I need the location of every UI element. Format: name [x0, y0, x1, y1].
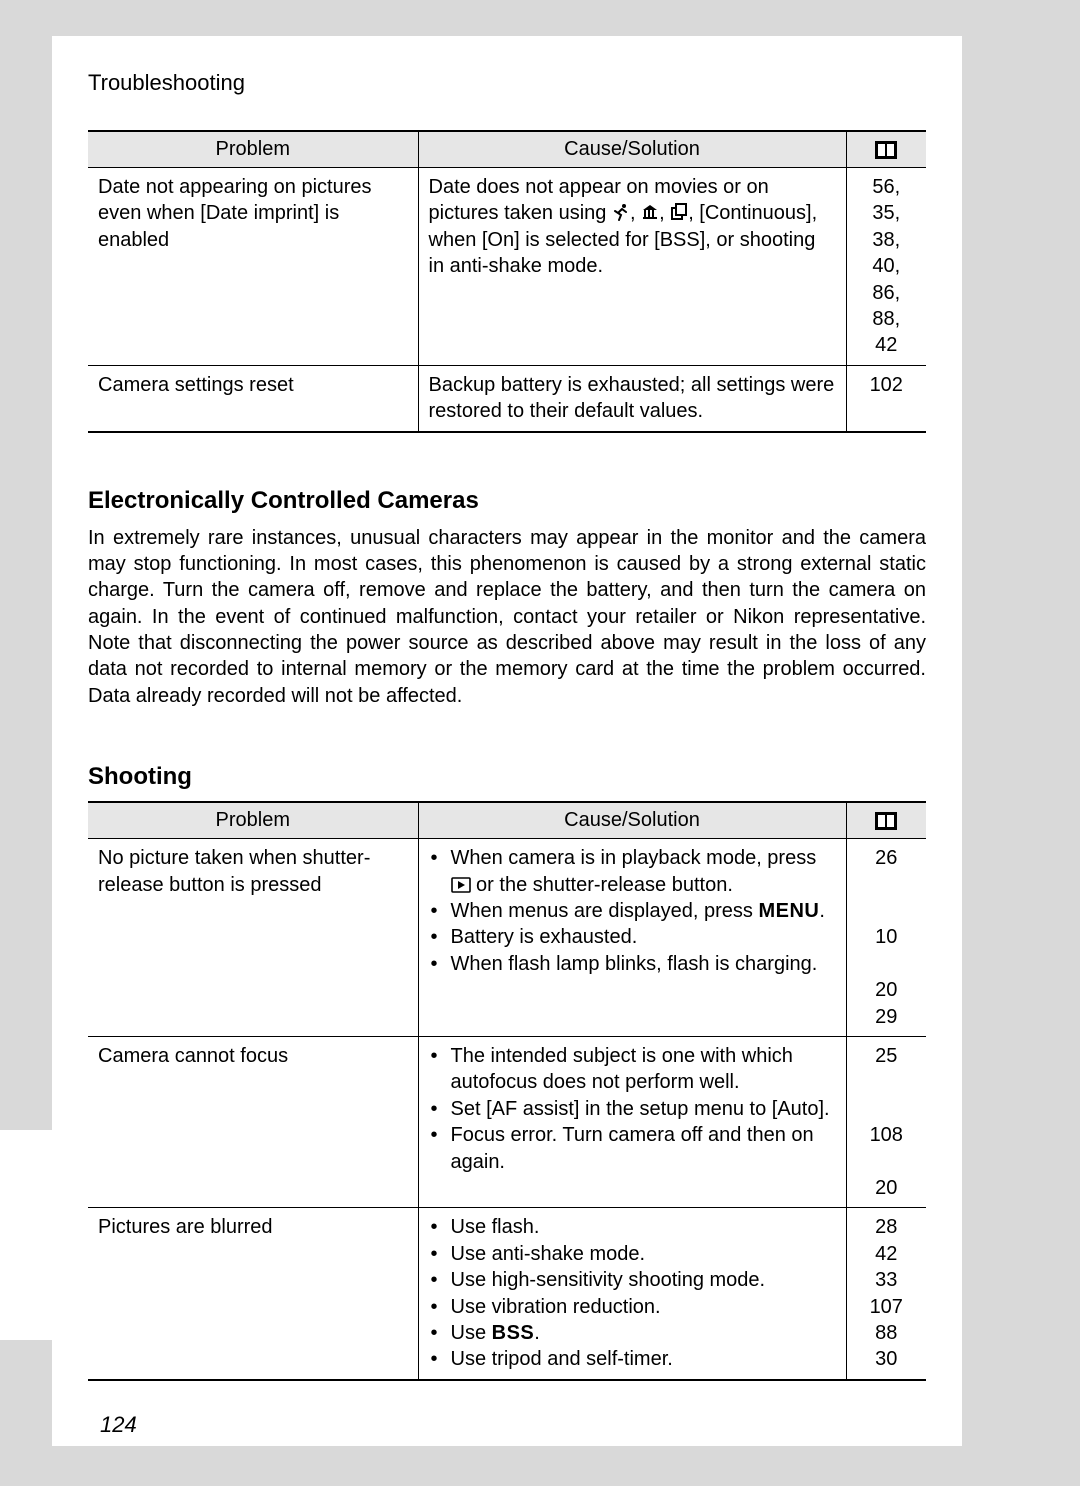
ref-value: 42 [857, 332, 917, 358]
bullet-text: or the shutter-release button. [471, 874, 733, 896]
cell-ref: 25 108 20 [846, 1036, 926, 1207]
ref-spacer [857, 872, 917, 898]
ref-value: 20 [857, 977, 917, 1003]
page-body: Troubleshooting Problem Cause/Solution D… [52, 36, 962, 1446]
ref-spacer [857, 951, 917, 977]
cell-problem: Date not appearing on pictures even when… [88, 168, 418, 366]
heading-shooting: Shooting [88, 763, 926, 791]
table-row: No picture taken when shutter-release bu… [88, 839, 926, 1037]
table-row: Camera cannot focus The intended subject… [88, 1036, 926, 1207]
cell-ref: 28 42 33 107 88 30 [846, 1208, 926, 1380]
bullet-text: When camera is in playback mode, press [451, 847, 817, 869]
sep: , [630, 202, 641, 224]
play-boxed-icon [451, 877, 471, 893]
book-icon [875, 141, 897, 159]
ref-value: 30 [857, 1346, 917, 1372]
bullet-text: When menus are displayed, press [451, 900, 759, 922]
col-header-ref-icon [846, 131, 926, 168]
ref-value: 42 [857, 1241, 917, 1267]
list-item: Use vibration reduction. [429, 1294, 836, 1320]
body-ecc: In extremely rare instances, unusual cha… [88, 525, 926, 710]
list-item: Set [AF assist] in the setup menu to [Au… [429, 1096, 836, 1122]
cell-problem: No picture taken when shutter-release bu… [88, 839, 418, 1037]
ref-value: 107 [857, 1294, 917, 1320]
list-item: Use BSS. [429, 1320, 836, 1346]
bullet-text: Use [451, 1322, 492, 1344]
bullet-text: . [534, 1322, 540, 1344]
cell-problem: Camera settings reset [88, 365, 418, 431]
bss-label: BSS [492, 1322, 535, 1344]
list-item: Use tripod and self-timer. [429, 1346, 836, 1372]
ref-value: 108 [857, 1122, 917, 1148]
list-item: Focus error. Turn camera off and then on… [429, 1122, 836, 1175]
cell-cause: Use flash. Use anti-shake mode. Use high… [418, 1208, 846, 1380]
page-number: 124 [100, 1412, 137, 1438]
ref-value: 88 [857, 1320, 917, 1346]
ref-value: 26 [857, 845, 917, 871]
ref-value: 28 [857, 1214, 917, 1240]
col-header-cause: Cause/Solution [418, 802, 846, 839]
list-item: When camera is in playback mode, press o… [429, 845, 836, 898]
list-item: Use high-sensitivity shooting mode. [429, 1267, 836, 1293]
ref-value: 25 [857, 1043, 917, 1069]
page-title: Troubleshooting [88, 70, 926, 96]
museum-icon [641, 203, 659, 221]
table-row: Date not appearing on pictures even when… [88, 168, 926, 366]
cell-ref: 102 [846, 365, 926, 431]
ref-value: 102 [857, 372, 917, 398]
bullet-text: . [819, 900, 825, 922]
sep: , [659, 202, 670, 224]
cell-cause: Date does not appear on movies or on pic… [418, 168, 846, 366]
table-row: Pictures are blurred Use flash. Use anti… [88, 1208, 926, 1380]
ref-spacer [857, 1096, 917, 1122]
ref-value: 20 [857, 1175, 917, 1201]
cell-problem: Camera cannot focus [88, 1036, 418, 1207]
troubleshoot-table-2: Problem Cause/Solution No picture taken … [88, 801, 926, 1380]
list-item: Use flash. [429, 1214, 836, 1240]
cell-cause: When camera is in playback mode, press o… [418, 839, 846, 1037]
running-icon [612, 203, 630, 221]
col-header-problem: Problem [88, 802, 418, 839]
cell-ref: 56, 35, 38, 40, 86, 88, 42 [846, 168, 926, 366]
col-header-cause: Cause/Solution [418, 131, 846, 168]
book-icon [875, 812, 897, 830]
ref-spacer [857, 1069, 917, 1095]
ref-value: 86, 88, [857, 280, 917, 333]
heading-ecc: Electronically Controlled Cameras [88, 487, 926, 515]
list-item: When flash lamp blinks, flash is chargin… [429, 951, 836, 977]
ref-value: 33 [857, 1267, 917, 1293]
troubleshoot-table-1: Problem Cause/Solution Date not appearin… [88, 130, 926, 433]
cell-problem: Pictures are blurred [88, 1208, 418, 1380]
ref-value: 56, 35, [857, 174, 917, 227]
cell-cause: Backup battery is exhausted; all setting… [418, 365, 846, 431]
ref-value: 38, 40, [857, 227, 917, 280]
ref-spacer [857, 1149, 917, 1175]
copy-icon [670, 203, 688, 221]
ref-value: 29 [857, 1004, 917, 1030]
ref-value: 10 [857, 924, 917, 950]
cell-ref: 26 10 20 29 [846, 839, 926, 1037]
list-item: Use anti-shake mode. [429, 1241, 836, 1267]
menu-label: MENU [758, 900, 819, 922]
side-tab [0, 1130, 52, 1340]
cell-cause: The intended subject is one with which a… [418, 1036, 846, 1207]
col-header-ref-icon [846, 802, 926, 839]
ref-spacer [857, 898, 917, 924]
list-item: The intended subject is one with which a… [429, 1043, 836, 1096]
col-header-problem: Problem [88, 131, 418, 168]
table-row: Camera settings reset Backup battery is … [88, 365, 926, 431]
list-item: Battery is exhausted. [429, 924, 836, 950]
list-item: When menus are displayed, press MENU. [429, 898, 836, 924]
